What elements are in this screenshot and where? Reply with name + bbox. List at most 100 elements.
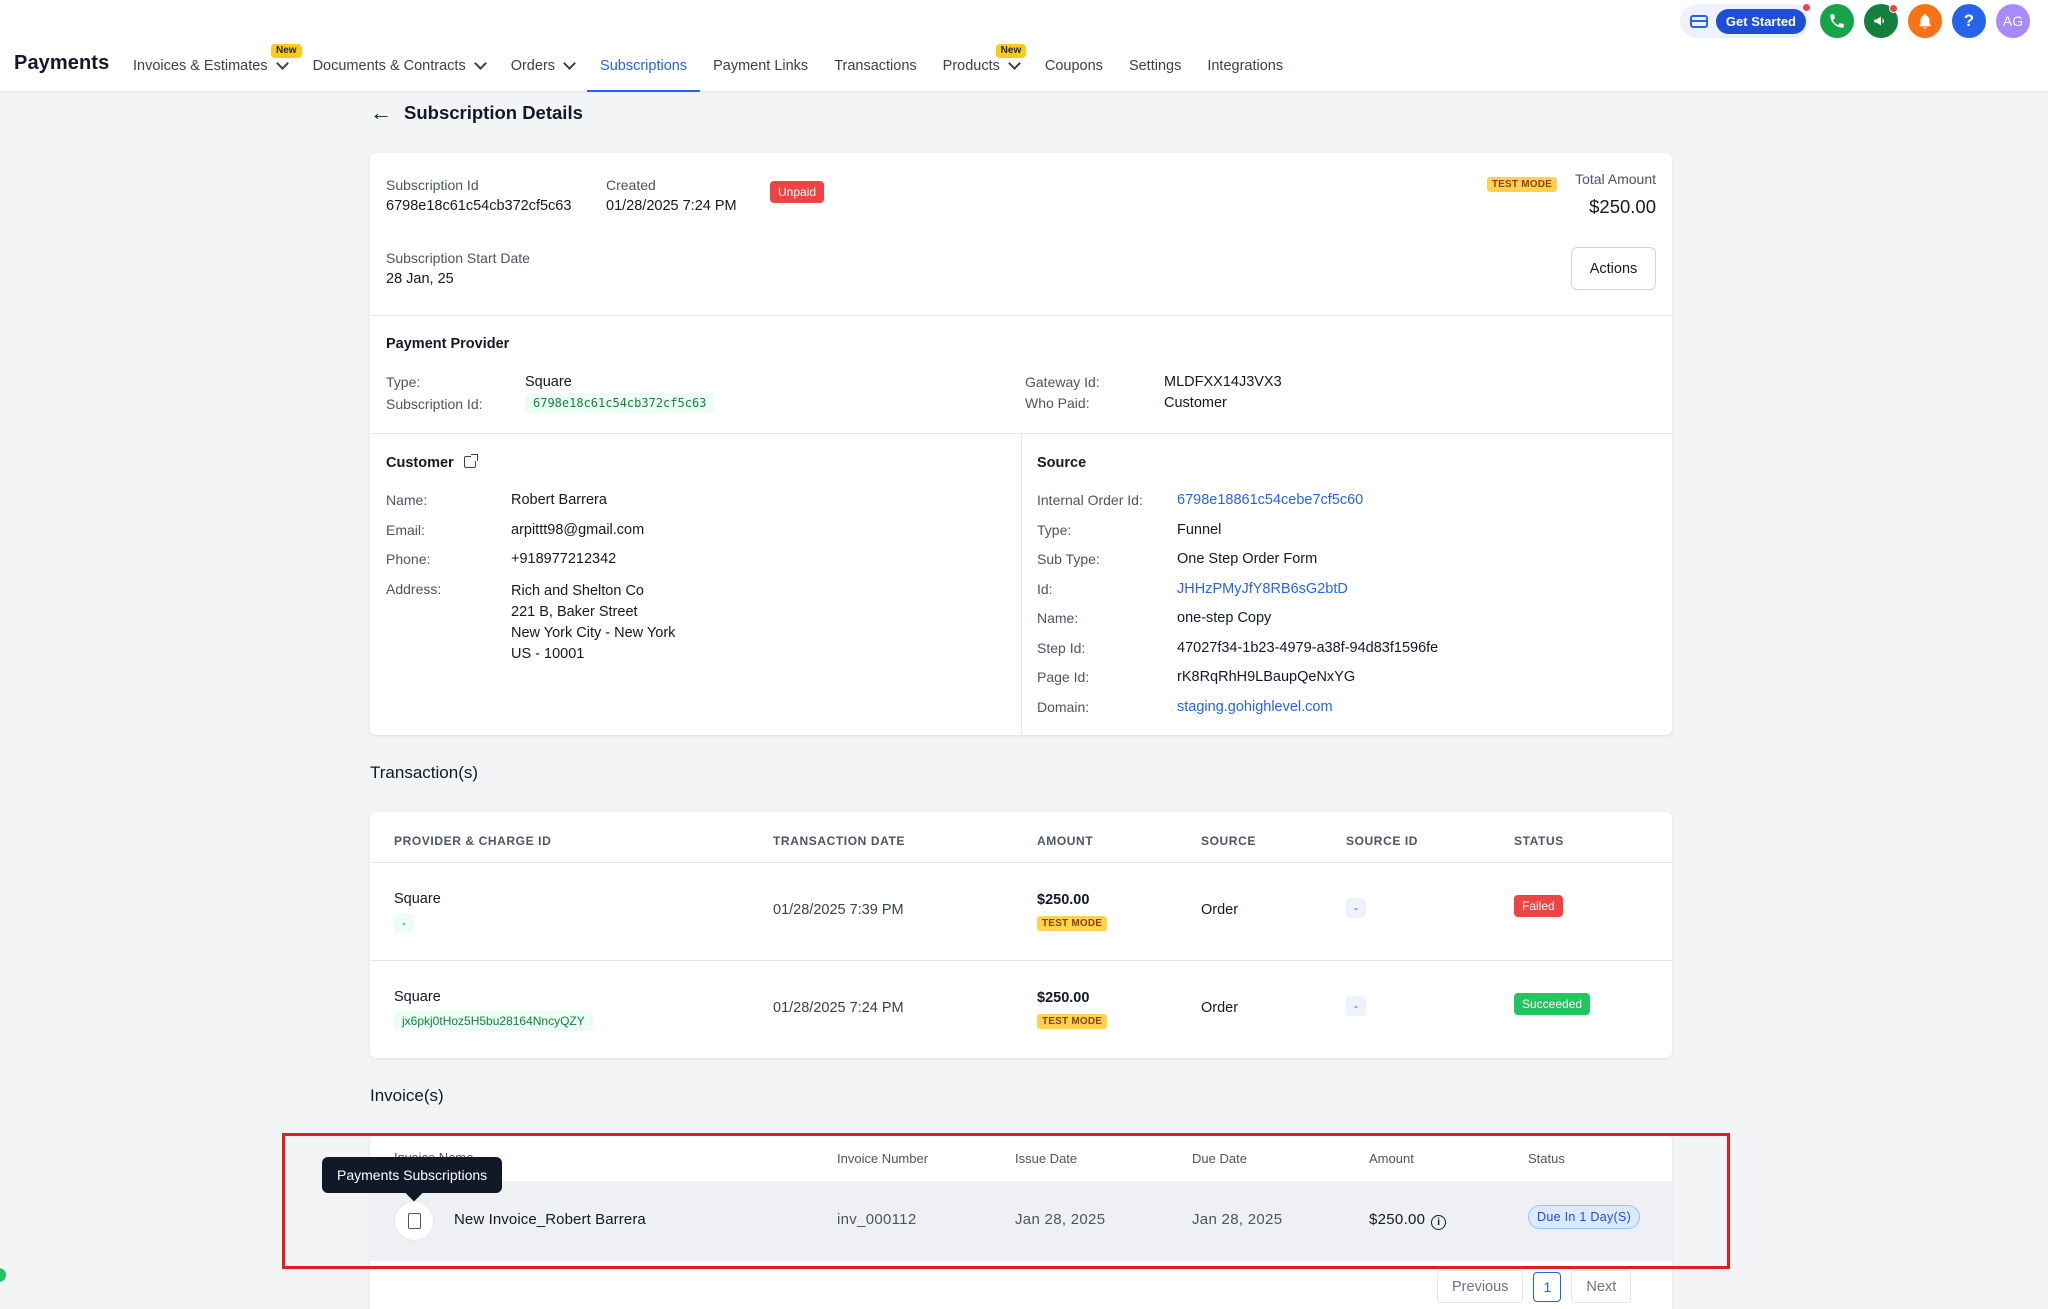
announcements-button[interactable]: [1864, 4, 1898, 38]
source-subtype-label: Sub Type:: [1037, 551, 1100, 567]
who-paid-label: Who Paid:: [1025, 395, 1090, 411]
nav-payment-links[interactable]: Payment Links: [700, 40, 821, 92]
source-internal-order-label: Internal Order Id:: [1037, 492, 1143, 508]
nav-invoices-estimates[interactable]: New Invoices & Estimates: [120, 40, 302, 92]
status-badge: Failed: [1514, 895, 1563, 917]
provider-name: Square: [394, 989, 441, 1005]
next-page-button[interactable]: Next: [1571, 1270, 1632, 1303]
brand-title: Payments: [14, 52, 110, 74]
notification-dot: [1889, 4, 1898, 13]
address-line: US - 10001: [511, 646, 585, 662]
transaction-date: 01/28/2025 7:39 PM: [773, 902, 904, 918]
invoice-name[interactable]: New Invoice_Robert Barrera: [454, 1211, 646, 1228]
provider-sub-id-chip: 6798e18c61c54cb372cf5c63: [525, 393, 715, 413]
charge-id: jx6pkj0tHoz5H5bu28164NncyQZY: [394, 1011, 593, 1031]
chevron-down-icon: [473, 57, 487, 70]
nav-coupons[interactable]: Coupons: [1032, 40, 1116, 92]
customer-heading-label: Customer: [386, 455, 454, 471]
phone-button[interactable]: [1820, 4, 1854, 38]
get-started-button[interactable]: Get Started: [1715, 8, 1806, 34]
source-type-label: Type:: [1037, 522, 1072, 538]
pagination: Previous 1 Next: [1437, 1270, 1632, 1303]
subscription-id-label: Subscription Id: [386, 177, 479, 193]
start-date-value: 28 Jan, 25: [386, 271, 454, 287]
provider-type-label: Type:: [386, 374, 421, 390]
megaphone-icon: [1874, 16, 1884, 26]
get-started-group[interactable]: Get Started: [1679, 3, 1811, 38]
nav-label: Documents & Contracts: [312, 58, 466, 74]
customer-address-value: Rich and Shelton Co 221 B, Baker Street …: [511, 581, 675, 665]
status-badge: Succeeded: [1514, 993, 1591, 1015]
customer-address-label: Address:: [386, 581, 442, 597]
customer-heading[interactable]: Customer: [386, 454, 478, 471]
vertical-divider: [1021, 434, 1022, 735]
test-mode-badge: TEST MODE: [1037, 914, 1108, 931]
source-domain-link[interactable]: staging.gohighlevel.com: [1177, 699, 1333, 715]
customer-phone-label: Phone:: [386, 551, 431, 567]
chevron-down-icon: [1008, 57, 1021, 70]
page-number-button[interactable]: 1: [1533, 1271, 1562, 1302]
source-heading: Source: [1037, 455, 1087, 471]
created-label: Created: [606, 177, 656, 193]
table-row[interactable]: New Invoice_Robert Barrera inv_000112 Ja…: [370, 1181, 1672, 1261]
nav-label: Payment Links: [713, 58, 809, 74]
status-badge: Unpaid: [770, 181, 825, 203]
nav-label: Integrations: [1207, 58, 1284, 74]
divider: [370, 433, 1672, 434]
source-id-chip: -: [1346, 996, 1366, 1016]
source-type-value: Funnel: [1177, 522, 1222, 538]
actions-button[interactable]: Actions: [1571, 247, 1656, 290]
info-icon[interactable]: i: [1431, 1215, 1447, 1230]
divider: [370, 960, 1672, 961]
source-internal-order-link[interactable]: 6798e18861c54cebe7cf5c60: [1177, 492, 1364, 508]
source-id-link[interactable]: JHHzPMyJfY8RB6sG2btD: [1177, 581, 1348, 597]
notifications-button[interactable]: [1908, 4, 1942, 38]
help-button[interactable]: ?: [1952, 4, 1986, 38]
gateway-id-value: MLDFXX14J3VX3: [1164, 374, 1282, 390]
column-header: Amount: [1369, 1151, 1414, 1166]
new-badge: New: [995, 44, 1027, 58]
source-id-chip: -: [1346, 898, 1366, 918]
issue-date: Jan 28, 2025: [1015, 1211, 1106, 1228]
help-icon: ?: [1963, 11, 1975, 30]
transactions-title: Transaction(s): [370, 763, 479, 782]
chevron-down-icon: [563, 57, 576, 70]
test-mode-badge: TEST MODE: [1486, 174, 1557, 192]
nav-documents-contracts[interactable]: Documents & Contracts: [300, 40, 498, 92]
test-mode-label: TEST MODE: [1037, 916, 1108, 931]
document-shape: [407, 1213, 421, 1229]
nav-transactions[interactable]: Transactions: [821, 40, 929, 92]
provider-type-value: Square: [525, 374, 572, 390]
customer-email-label: Email:: [386, 522, 425, 538]
external-link-icon[interactable]: [463, 454, 478, 468]
source-id: -: [1346, 898, 1366, 918]
avatar[interactable]: AG: [1996, 4, 2030, 38]
address-line: 221 B, Baker Street: [511, 604, 638, 620]
transaction-source: Order: [1201, 1000, 1239, 1016]
transaction-amount: $250.00: [1037, 990, 1090, 1006]
nav-integrations[interactable]: Integrations: [1194, 40, 1296, 92]
source-name-label: Name:: [1037, 610, 1079, 626]
source-subtype-value: One Step Order Form: [1177, 551, 1318, 567]
nav-subscriptions[interactable]: Subscriptions: [587, 40, 701, 92]
column-header: Invoice Number: [837, 1151, 929, 1166]
page-title: Subscription Details: [404, 102, 583, 123]
nav-products[interactable]: New Products: [930, 40, 1032, 92]
column-header: STATUS: [1514, 834, 1564, 848]
nav-orders[interactable]: Orders: [498, 40, 587, 92]
total-amount-label: Total Amount: [1575, 171, 1656, 187]
invoice-amount-value: $250.00: [1369, 1211, 1426, 1228]
nav-label: Invoices & Estimates: [133, 58, 268, 74]
customer-phone-value: +918977212342: [511, 551, 617, 567]
notification-dot: [1802, 3, 1811, 12]
page-title-row: ← Subscription Details: [370, 100, 583, 126]
test-mode-badge: TEST MODE: [1037, 1012, 1108, 1029]
back-arrow-icon[interactable]: ←: [370, 100, 392, 125]
invoice-amount: $250.00 i: [1369, 1211, 1447, 1230]
previous-page-button[interactable]: Previous: [1437, 1270, 1524, 1303]
column-header: SOURCE ID: [1346, 834, 1419, 848]
nav-settings[interactable]: Settings: [1116, 40, 1194, 92]
document-icon[interactable]: [394, 1201, 434, 1241]
succeeded-badge: Succeeded: [1514, 993, 1591, 1015]
due-badge: Due In 1 Day(S): [1528, 1205, 1641, 1229]
